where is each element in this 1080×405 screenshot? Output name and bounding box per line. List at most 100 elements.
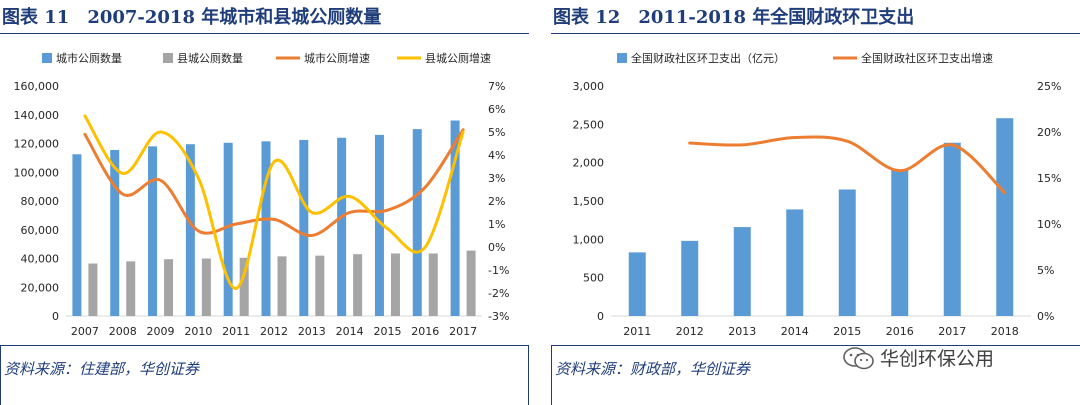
x-tick-label: 2018 — [991, 325, 1019, 338]
y-left-tick-label: 2,500 — [573, 118, 605, 131]
bar — [466, 250, 476, 316]
series-line — [688, 135, 1007, 195]
x-tick-label: 2012 — [676, 325, 704, 338]
figure-11-panel: 图表 11 2007-2018 年城市和县城公厕数量 0 20,000 40,000… — [0, 0, 529, 405]
x-tick-label: 2010 — [184, 325, 212, 338]
bar — [110, 149, 120, 316]
series-line — [83, 114, 465, 290]
legend-label: 全国财政社区环卫支出（亿元） — [631, 51, 785, 65]
bar — [450, 120, 460, 316]
y-left-tick-label: 140,000 — [14, 109, 60, 122]
y-left-tick-label: 20,000 — [21, 281, 60, 294]
bar — [733, 227, 751, 316]
y-left-tick-label: 40,000 — [21, 253, 60, 266]
bar — [628, 252, 646, 316]
figure-title: 图表 11 2007-2018 年城市和县城公厕数量 — [2, 7, 382, 28]
bottom-rule — [0, 345, 529, 346]
sanitation-spending-chart: 0 500 1,000 1,500 2,000 2,500 3,000 0% 5% 10% 15% 2… — [573, 51, 1062, 338]
bar — [337, 137, 347, 316]
bottom-rule — [551, 345, 1080, 346]
left-rule — [0, 345, 1, 405]
y-right-tick-label: 7% — [488, 80, 505, 93]
y-right-tick-label: 6% — [488, 103, 505, 116]
public-toilet-chart: 0 20,000 40,000 60,000 80,000 100,000 120,000 1… — [14, 51, 510, 338]
legend-label: 全国财政社区环卫支出增速 — [861, 51, 993, 65]
bar — [277, 256, 287, 316]
figure-12-panel: 图表 12 2011-2018 年全国财政环卫支出 0 500 1,000 1,500… — [551, 0, 1080, 405]
y-left-tick-label: 3,000 — [573, 80, 605, 93]
x-tick-label: 2012 — [260, 325, 288, 338]
legend-label: 县城公厕数量 — [177, 52, 243, 65]
bar — [239, 257, 249, 316]
bar — [412, 129, 422, 316]
y-left-tick-label: 100,000 — [14, 166, 60, 179]
y-left-tick-label: 160,000 — [14, 80, 60, 93]
bar — [88, 263, 98, 316]
y-left-tick-label: 80,000 — [21, 195, 60, 208]
y-left-tick-label: 1,000 — [573, 233, 605, 246]
bar — [126, 261, 136, 316]
y-right-tick-label: 3% — [488, 172, 505, 185]
x-tick-label: 2009 — [147, 325, 175, 338]
y-left-tick-label: 2,000 — [573, 157, 605, 170]
x-tick-label: 2016 — [886, 325, 914, 338]
y-left-tick-label: 120,000 — [14, 138, 60, 151]
bar — [353, 254, 363, 316]
y-right-tick-label: 5% — [488, 126, 505, 139]
y-right-tick-label: -2% — [488, 287, 509, 300]
bar — [201, 258, 211, 316]
y-right-tick-label: 2% — [488, 195, 505, 208]
legend-swatch — [163, 53, 173, 63]
x-tick-label: 2007 — [71, 325, 99, 338]
bar — [223, 142, 233, 316]
x-tick-label: 2017 — [449, 325, 477, 338]
x-tick-label: 2011 — [222, 325, 250, 338]
x-tick-label: 2017 — [938, 325, 966, 338]
bar — [390, 253, 400, 316]
y-right-tick-label: 15% — [1037, 172, 1061, 185]
y-right-tick-label: 20% — [1037, 126, 1061, 139]
bar — [428, 253, 438, 316]
legend-label: 城市公厕增速 — [304, 51, 370, 65]
y-right-tick-label: 0% — [488, 241, 505, 254]
bar — [786, 209, 804, 316]
y-right-tick-label: -1% — [488, 264, 509, 277]
top-rule — [0, 33, 529, 34]
y-right-tick-label: 1% — [488, 218, 505, 231]
bar — [164, 259, 174, 316]
x-tick-label: 2013 — [728, 325, 756, 338]
legend-swatch — [617, 53, 627, 63]
x-tick-label: 2008 — [109, 325, 137, 338]
wechat-icon — [843, 347, 874, 370]
y-left-tick-label: 500 — [583, 272, 604, 285]
x-tick-label: 2011 — [623, 325, 651, 338]
bar — [261, 141, 271, 316]
legend-swatch — [42, 53, 52, 63]
y-right-tick-label: 0% — [1037, 310, 1054, 323]
legend-label: 城市公厕数量 — [56, 51, 122, 65]
x-tick-label: 2015 — [373, 325, 401, 338]
right-rule — [528, 345, 529, 405]
y-left-tick-label: 1,500 — [573, 195, 605, 208]
bar — [299, 139, 309, 316]
y-right-tick-label: 10% — [1037, 218, 1061, 231]
x-tick-label: 2015 — [833, 325, 861, 338]
x-tick-label: 2014 — [781, 325, 809, 338]
source-note: 资料来源：住建部，华创证券 — [4, 360, 200, 378]
bar — [374, 134, 384, 316]
bar — [185, 144, 195, 316]
y-right-tick-label: -3% — [488, 310, 509, 323]
watermark-text: 华创环保公用 — [880, 348, 995, 370]
x-tick-label: 2014 — [336, 325, 364, 338]
watermark: 华创环保公用 — [838, 340, 1078, 376]
top-rule — [551, 33, 1080, 34]
series-line — [83, 128, 465, 238]
bar — [838, 189, 856, 316]
y-right-tick-label: 4% — [488, 149, 505, 162]
legend-label: 县城公厕增速 — [425, 51, 491, 65]
bar — [148, 146, 158, 316]
bar — [315, 255, 325, 316]
left-rule — [551, 345, 552, 405]
y-left-tick-label: 60,000 — [21, 224, 60, 237]
x-tick-label: 2013 — [298, 325, 326, 338]
